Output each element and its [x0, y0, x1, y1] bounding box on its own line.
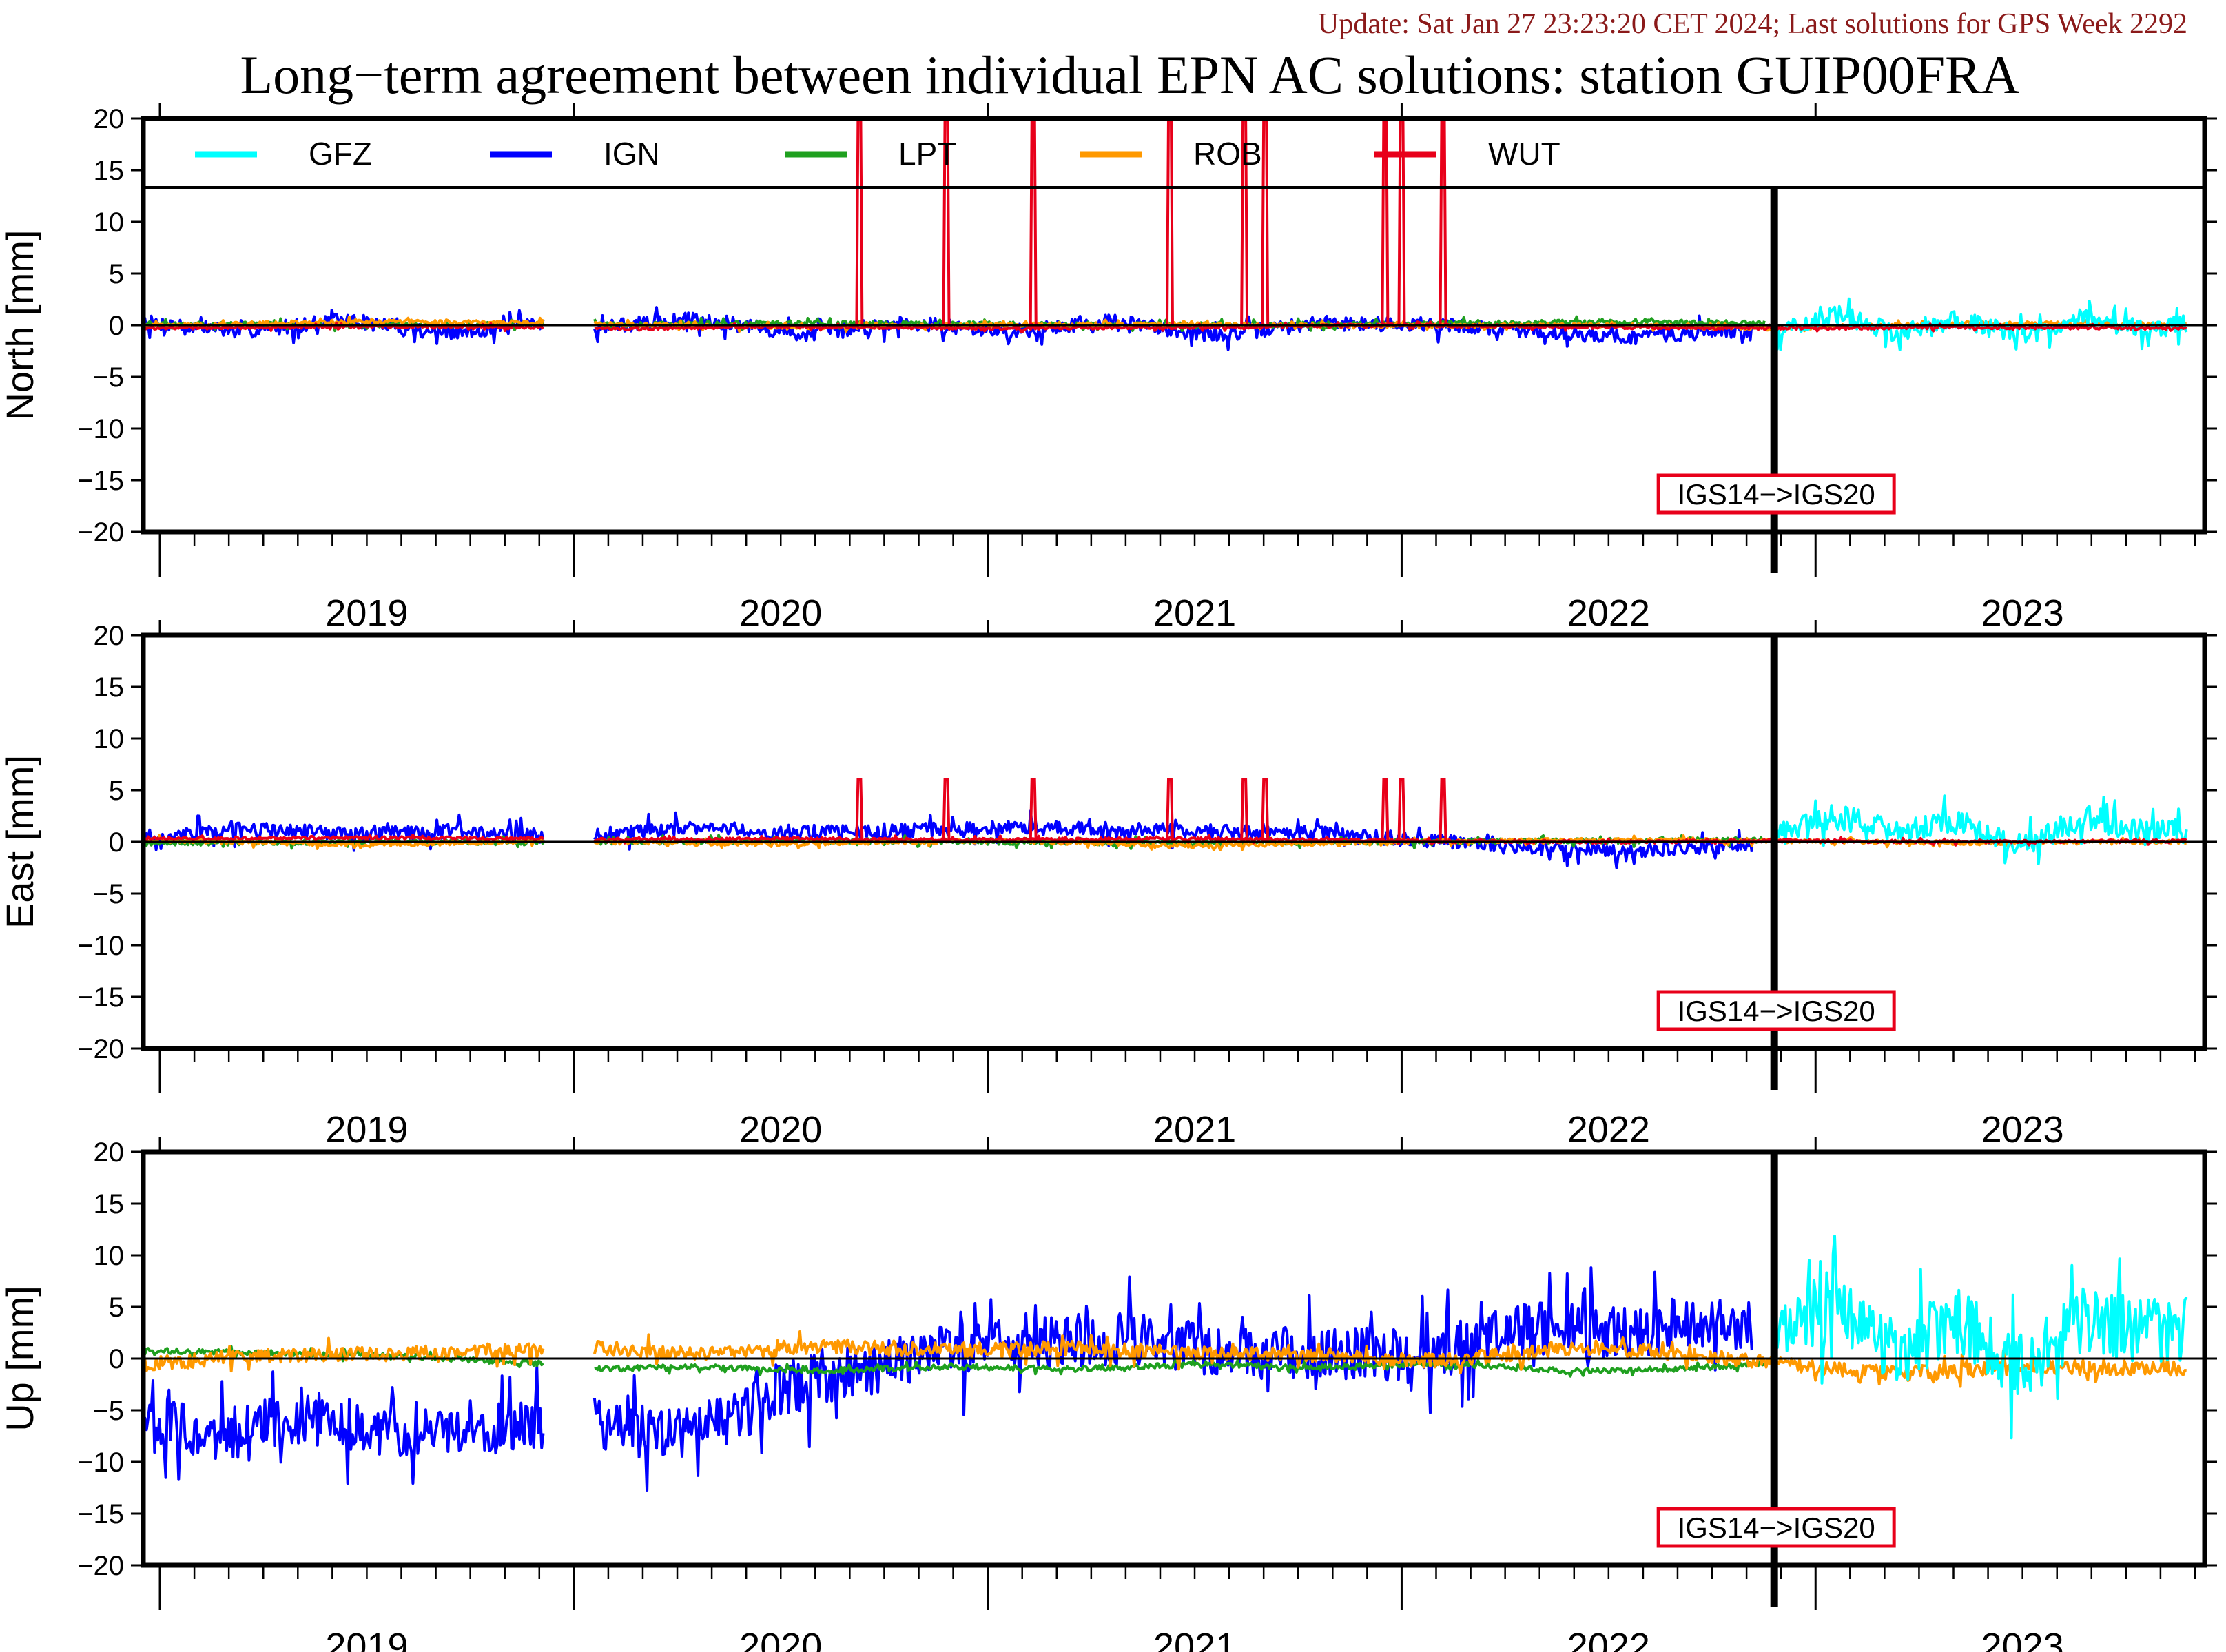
- wut-spike: [1240, 778, 1249, 843]
- wut-spike: [855, 118, 864, 326]
- x-year-label: 2020: [739, 592, 822, 634]
- plot-area: [143, 118, 2188, 351]
- wut-spike: [1261, 118, 1270, 326]
- y-tick-label: −5: [92, 1396, 124, 1426]
- y-tick-label: −5: [92, 879, 124, 909]
- wut-spike: [1029, 778, 1038, 843]
- frame-annotation: IGS14−>IGS20: [1656, 990, 1896, 1031]
- x-year-label: 2021: [1153, 1109, 1236, 1150]
- y-tick-label: −15: [77, 982, 124, 1013]
- legend-label-ign: IGN: [604, 136, 660, 172]
- legend-label-wut: WUT: [1488, 136, 1560, 172]
- wut-spike: [1397, 778, 1406, 843]
- x-year-label: 2019: [325, 592, 408, 634]
- x-year-label: 2019: [325, 1626, 408, 1652]
- y-tick-label: 15: [94, 156, 125, 186]
- y-tick-label: −15: [77, 466, 124, 496]
- y-tick-label: −15: [77, 1499, 124, 1529]
- wut-spike: [1165, 778, 1174, 843]
- x-year-label: 2023: [1981, 1109, 2064, 1150]
- y-tick-label: 5: [109, 776, 124, 806]
- annotation-box: [1656, 990, 1896, 1031]
- series-line-ign: [143, 1266, 1753, 1492]
- y-tick-label: −10: [77, 1447, 124, 1478]
- wut-spike: [1439, 118, 1447, 326]
- panel-north: 20 15 10 5 0 −5 −10 −15 −20 North [mm] 2019 2020 202…: [0, 103, 2217, 634]
- frame-annotation: IGS14−>IGS20: [1656, 1507, 1896, 1548]
- y-tick-label: −10: [77, 931, 124, 961]
- y-tick-label: −10: [77, 414, 124, 444]
- legend-label-lpt: LPT: [898, 136, 956, 172]
- y-tick-label: 15: [94, 1189, 125, 1219]
- y-tick-label: −20: [77, 1034, 124, 1064]
- legend-box: [143, 118, 2205, 187]
- wut-spike: [855, 778, 864, 843]
- y-tick-label: −5: [92, 362, 124, 393]
- wut-spike: [1240, 118, 1249, 326]
- x-year-label: 2023: [1981, 592, 2064, 634]
- y-tick-label: 15: [94, 672, 125, 703]
- y-tick-label: 20: [94, 1137, 125, 1168]
- x-year-label: 2022: [1567, 1626, 1650, 1652]
- y-tick-label: 10: [94, 724, 125, 754]
- y-tick-label: 5: [109, 259, 124, 289]
- y-tick-label: 20: [94, 621, 125, 651]
- series-line-rob: [143, 1330, 2187, 1388]
- y-tick-label: 10: [94, 1241, 125, 1271]
- wut-spike: [1261, 778, 1270, 843]
- x-year-label: 2020: [739, 1626, 822, 1652]
- legend-label-rob: ROB: [1193, 136, 1262, 172]
- y-tick-label: 0: [109, 311, 124, 341]
- y-tick-label: 0: [109, 827, 124, 858]
- x-year-label: 2021: [1153, 592, 1236, 634]
- series-line-gfz: [1773, 794, 2188, 865]
- update-text: Update: Sat Jan 27 23:23:20 CET 2024; La…: [1318, 8, 2187, 40]
- legend-label-gfz: GFZ: [309, 136, 372, 172]
- annotation-text: IGS14−>IGS20: [1678, 1511, 1875, 1544]
- series-line-gfz: [1773, 1235, 2188, 1440]
- y-tick-label: −20: [77, 1551, 124, 1581]
- chart-title: Long−term agreement between individual E…: [240, 45, 2019, 105]
- y-tick-label: 0: [109, 1344, 124, 1374]
- y-tick-label: 5: [109, 1292, 124, 1323]
- annotation-box: [1656, 1507, 1896, 1548]
- plot-area: [143, 778, 2188, 869]
- annotation-text: IGS14−>IGS20: [1678, 995, 1875, 1027]
- wut-spike: [1381, 778, 1390, 843]
- wut-spike: [1439, 778, 1447, 843]
- y-tick-label: 20: [94, 104, 125, 134]
- wut-spike: [942, 778, 951, 843]
- wut-spike: [1397, 118, 1406, 326]
- x-year-label: 2022: [1567, 592, 1650, 634]
- plot-area: [143, 1235, 2188, 1492]
- wut-spike: [942, 118, 951, 326]
- x-year-label: 2020: [739, 1109, 822, 1150]
- series-line-wut: [143, 320, 2187, 333]
- annotation-text: IGS14−>IGS20: [1678, 478, 1875, 510]
- frame-annotation: IGS14−>IGS20: [1656, 473, 1896, 515]
- panel-east: 20 15 10 5 0 −5 −10 −15 −20 East [mm] 2019 2020 2021…: [0, 620, 2217, 1150]
- wut-spike: [1029, 118, 1038, 326]
- wut-spike: [1381, 118, 1390, 326]
- y-axis-label: Up [mm]: [0, 1286, 41, 1432]
- x-year-label: 2022: [1567, 1109, 1650, 1150]
- y-tick-label: 10: [94, 207, 125, 238]
- wut-spike: [1165, 118, 1174, 326]
- series-line-wut: [143, 833, 2187, 847]
- annotation-box: [1656, 473, 1896, 515]
- panel-up: 20 15 10 5 0 −5 −10 −15 −20 Up [mm] 2019 2020 2021 20…: [0, 1137, 2217, 1652]
- y-tick-label: −20: [77, 517, 124, 548]
- y-axis-label: East [mm]: [0, 755, 41, 929]
- x-year-label: 2021: [1153, 1626, 1236, 1652]
- series-line-gfz: [1773, 297, 2188, 351]
- x-year-label: 2023: [1981, 1626, 2064, 1652]
- legend: GFZ IGN LPT ROB WUT: [143, 118, 2205, 189]
- x-year-label: 2019: [325, 1109, 408, 1150]
- y-axis-label: North [mm]: [0, 230, 41, 421]
